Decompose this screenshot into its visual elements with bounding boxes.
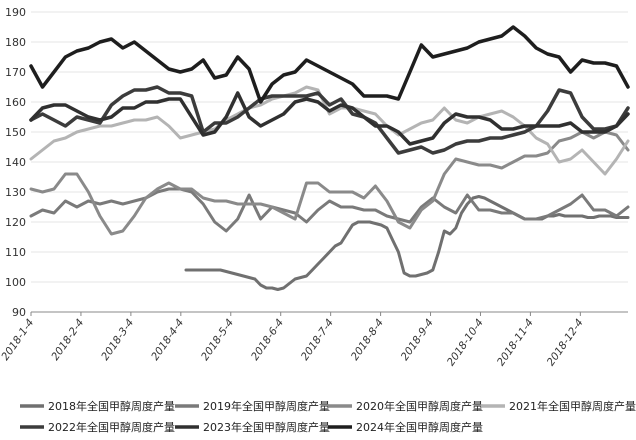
axes — [30, 311, 628, 316]
x-tick-label-2018-4-4: 2018-4-4 — [149, 317, 186, 363]
x-tick-label-2018-2-4: 2018-2-4 — [49, 317, 86, 363]
x-tick-label-2018-10-4: 2018-10-4 — [445, 317, 486, 368]
x-tick-label-2018-1-4: 2018-1-4 — [0, 317, 36, 363]
y-tick-label-100: 100 — [5, 276, 26, 289]
y-tick-label-150: 150 — [5, 126, 26, 139]
x-tick-label-2018-6-4: 2018-6-4 — [249, 317, 286, 363]
y-tick-label-120: 120 — [5, 216, 26, 229]
series-line-2021年全国甲醇周度产量 — [29, 85, 630, 176]
y-tick-label-90: 90 — [12, 306, 26, 319]
y-tick-label-140: 140 — [5, 156, 26, 169]
series-line-2019年全国甲醇周度产量 — [29, 187, 630, 233]
x-tick-label-2018-9-4: 2018-9-4 — [399, 317, 436, 363]
y-tick-label-190: 190 — [5, 6, 26, 19]
series-line-2023年全国甲醇周度产量 — [29, 91, 630, 146]
x-tick-label-2018-3-4: 2018-3-4 — [99, 317, 136, 363]
x-tick-label-2018-11-4: 2018-11-4 — [495, 317, 536, 368]
series-line-2024年全国甲醇周度产量 — [29, 25, 630, 104]
legend-label-2024年全国甲醇周度产量: 2024年全国甲醇周度产量 — [356, 420, 483, 434]
legend-label-2021年全国甲醇周度产量: 2021年全国甲醇周度产量 — [509, 399, 636, 413]
y-tick-label-170: 170 — [5, 66, 26, 79]
legend-label-2020年全国甲醇周度产量: 2020年全国甲醇周度产量 — [356, 399, 483, 413]
x-tick-label-2018-7-4: 2018-7-4 — [299, 317, 336, 363]
y-tick-label-160: 160 — [5, 96, 26, 109]
x-axis-tick-labels: 2018-1-4 2018-2-4 2018-3-4 2018-4-4 2018-5-4… — [0, 317, 586, 368]
y-tick-label-110: 110 — [5, 246, 26, 259]
x-tick-label-2018-8-4: 2018-8-4 — [349, 317, 386, 363]
series-lines — [29, 25, 630, 291]
series-line-2020年全国甲醇周度产量 — [29, 130, 630, 236]
y-tick-label-180: 180 — [5, 36, 26, 49]
series-line-2022年全国甲醇周度产量 — [29, 85, 630, 155]
series-line-2018年全国甲醇周度产量 — [184, 195, 630, 291]
grid-lines — [31, 11, 628, 313]
legend-label-2019年全国甲醇周度产量: 2019年全国甲醇周度产量 — [203, 399, 330, 413]
legend-label-2022年全国甲醇周度产量: 2022年全国甲醇周度产量 — [48, 420, 175, 434]
y-axis-tick-labels: 90 100 110 120 130 140 150 160 170 180 190 — [5, 6, 26, 319]
y-tick-label-130: 130 — [5, 186, 26, 199]
legend-label-2023年全国甲醇周度产量: 2023年全国甲醇周度产量 — [203, 420, 330, 434]
x-tick-label-2018-12-4: 2018-12-4 — [545, 317, 586, 368]
x-tick-label-2018-5-4: 2018-5-4 — [199, 317, 236, 363]
legend: 2018年全国甲醇周度产量 2019年全国甲醇周度产量 2020年全国甲醇周度产量 2… — [20, 399, 636, 434]
legend-label-2018年全国甲醇周度产量: 2018年全国甲醇周度产量 — [48, 399, 175, 413]
